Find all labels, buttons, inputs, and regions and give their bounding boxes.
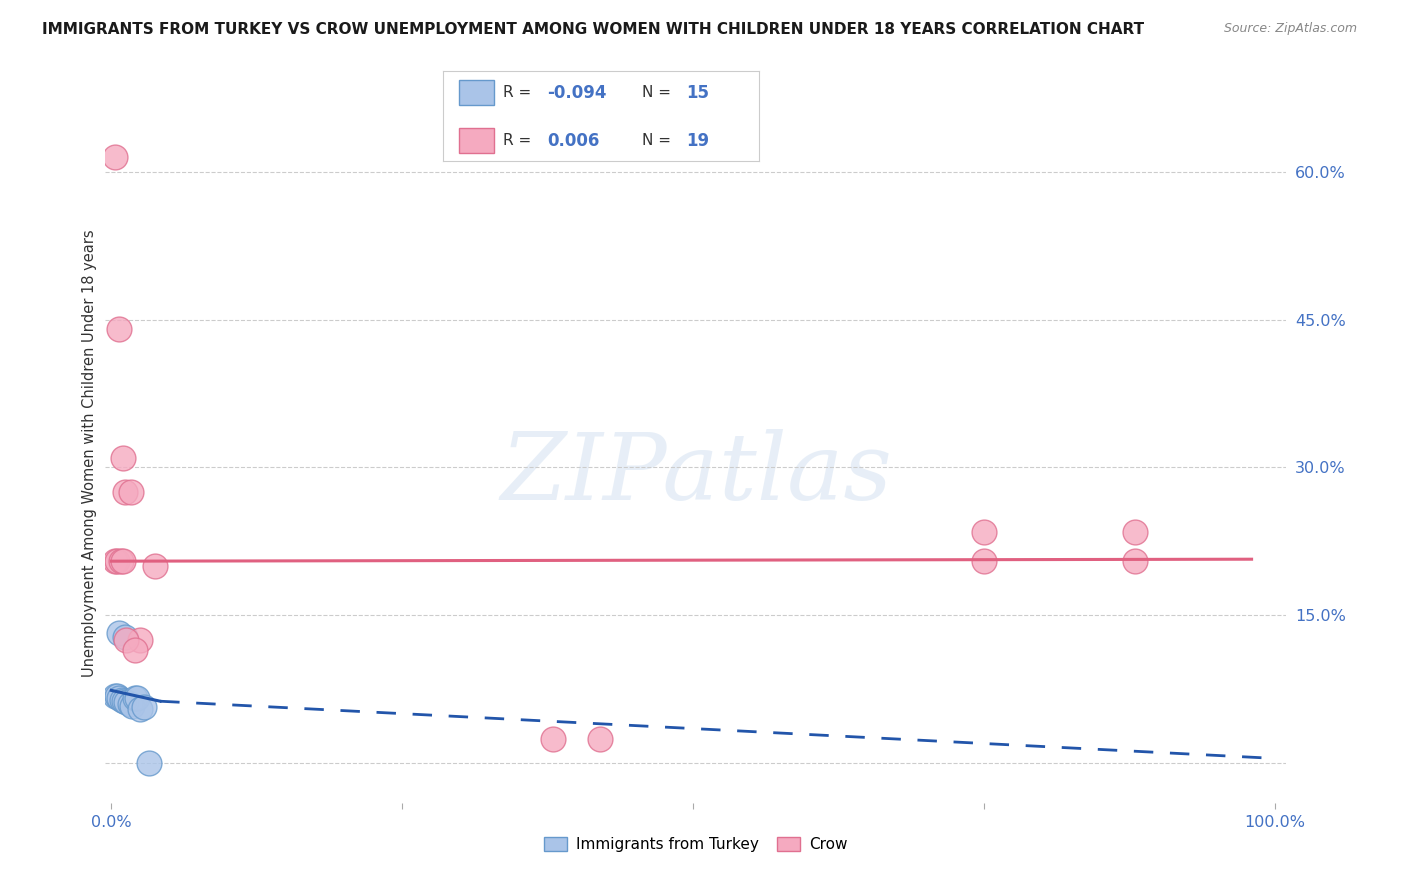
Point xyxy=(114,485,136,500)
Point xyxy=(973,554,995,568)
Text: IMMIGRANTS FROM TURKEY VS CROW UNEMPLOYMENT AMONG WOMEN WITH CHILDREN UNDER 18 Y: IMMIGRANTS FROM TURKEY VS CROW UNEMPLOYM… xyxy=(42,22,1144,37)
Y-axis label: Unemployment Among Women with Children Under 18 years: Unemployment Among Women with Children U… xyxy=(82,229,97,676)
Bar xyxy=(458,80,494,105)
Point xyxy=(129,702,152,716)
Point xyxy=(105,554,128,568)
Point xyxy=(1123,554,1146,568)
Point xyxy=(104,554,127,568)
Point xyxy=(111,554,134,568)
Point xyxy=(110,554,132,568)
Bar xyxy=(458,128,494,153)
Point xyxy=(108,626,131,640)
Legend: Immigrants from Turkey, Crow: Immigrants from Turkey, Crow xyxy=(538,830,853,858)
Point xyxy=(973,524,995,539)
Text: -0.094: -0.094 xyxy=(547,84,607,102)
Point xyxy=(105,690,128,704)
Point xyxy=(108,691,131,706)
Point xyxy=(132,700,155,714)
Text: 15: 15 xyxy=(686,84,710,102)
Point xyxy=(111,693,134,707)
Point xyxy=(108,322,131,336)
Point xyxy=(125,691,148,706)
Text: N =: N = xyxy=(643,134,676,148)
Point xyxy=(115,633,138,648)
Text: N =: N = xyxy=(643,86,676,100)
Point xyxy=(129,633,152,648)
Text: Source: ZipAtlas.com: Source: ZipAtlas.com xyxy=(1223,22,1357,36)
Point xyxy=(1123,524,1146,539)
Point xyxy=(118,697,141,711)
Point xyxy=(138,756,160,771)
Point xyxy=(120,485,142,500)
Text: R =: R = xyxy=(503,134,536,148)
Point xyxy=(124,691,146,706)
Point xyxy=(112,694,135,708)
Text: 0.006: 0.006 xyxy=(547,132,600,150)
Text: R =: R = xyxy=(503,86,536,100)
Text: 19: 19 xyxy=(686,132,710,150)
Point xyxy=(543,731,565,746)
Point xyxy=(115,695,138,709)
Point xyxy=(121,699,143,714)
Point xyxy=(104,150,127,164)
Point xyxy=(114,630,136,644)
Point xyxy=(124,643,146,657)
Point xyxy=(145,559,167,574)
Text: ZIPatlas: ZIPatlas xyxy=(501,429,891,518)
Point xyxy=(589,731,612,746)
Point xyxy=(104,690,127,704)
Point xyxy=(111,450,134,465)
